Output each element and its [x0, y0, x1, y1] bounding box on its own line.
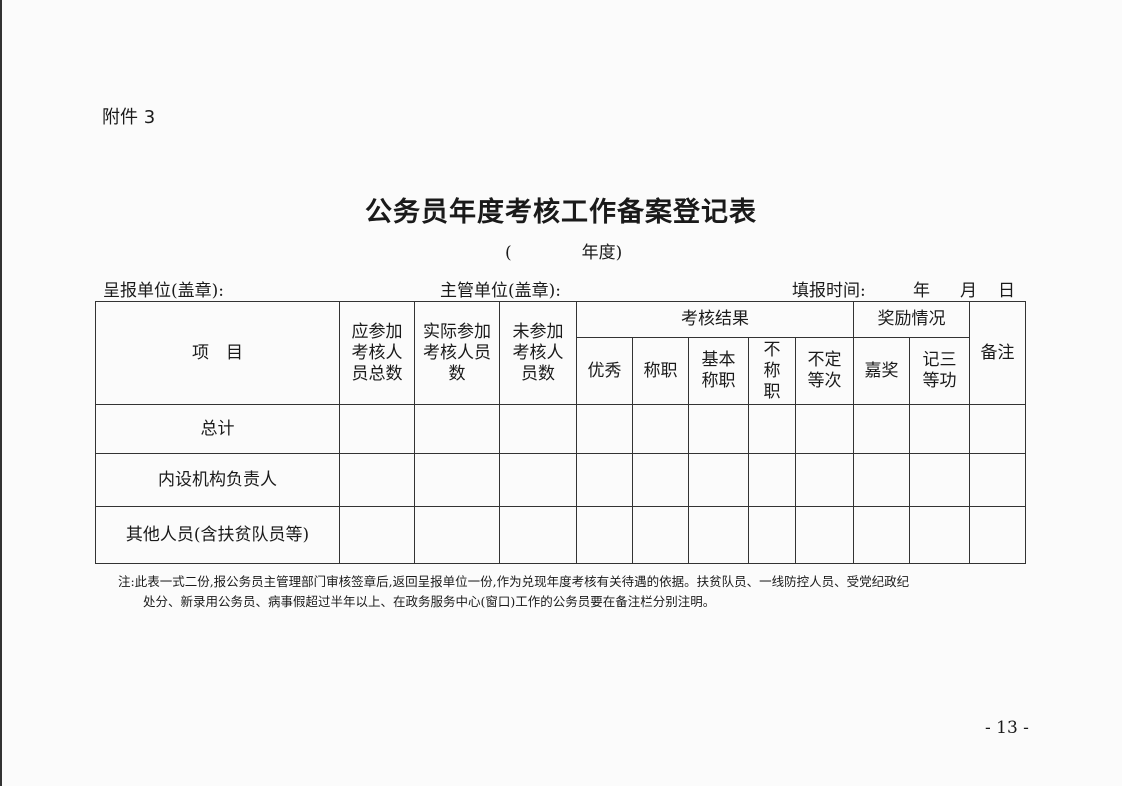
reporting-unit: 呈报单位(盖章):: [103, 281, 224, 301]
supervising-unit: 主管单位(盖章):: [440, 281, 561, 301]
header-remark: 备注: [969, 301, 1026, 405]
note-line-1: 注:此表一式二份,报公务员主管理部门审核签章后,返回呈报单位一份,作为兑现年度考…: [118, 574, 910, 589]
header-should-attend: 应参加考核人员总数: [339, 301, 415, 405]
header-item: 项 目: [95, 301, 340, 405]
header-excellent: 优秀: [576, 337, 633, 405]
note-line-2: 处分、新录用公务员、病事假超过半年以上、在政务服务中心(窗口)工作的公务员要在备…: [143, 594, 716, 609]
fill-time: 填报时间:: [792, 281, 866, 301]
header-merit: 记三等功: [909, 337, 970, 405]
row-label-others: 其他人员(含扶贫队员等): [95, 506, 340, 564]
header-competent: 称职: [632, 337, 689, 405]
attachment-label: 附件 3: [102, 107, 156, 128]
fill-year: 年: [913, 281, 930, 301]
table-row: 总计: [95, 404, 1026, 454]
header-absent: 未参加考核人员数: [499, 301, 577, 405]
fill-month: 月: [960, 281, 977, 301]
year-open: (: [505, 243, 512, 263]
page-title: 公务员年度考核工作备案登记表: [365, 197, 757, 228]
table-row: 其他人员(含扶贫队员等): [95, 506, 1026, 564]
header-incompetent: 不称职: [748, 337, 796, 405]
year-label: 年度): [581, 243, 623, 263]
header-basic-competent: 基本称职: [688, 337, 749, 405]
table-row: 内设机构负责人: [95, 453, 1026, 507]
header-actual-attend: 实际参加考核人员数: [414, 301, 500, 405]
header-result-group: 考核结果: [576, 301, 854, 338]
header-undetermined: 不定等次: [795, 337, 854, 405]
page-number: - 13 -: [985, 718, 1029, 738]
row-label-dept-heads: 内设机构负责人: [95, 453, 340, 507]
header-reward-group: 奖励情况: [853, 301, 970, 338]
header-commendation: 嘉奖: [853, 337, 910, 405]
scan-edge: [0, 0, 2, 786]
year-line: ( 年度): [505, 238, 622, 263]
registration-table: 项 目 应参加考核人员总数 实际参加考核人员数 未参加考核人员数 考核结果 奖励…: [95, 301, 1026, 564]
fill-day: 日: [998, 281, 1015, 301]
row-label-total: 总计: [95, 404, 340, 454]
